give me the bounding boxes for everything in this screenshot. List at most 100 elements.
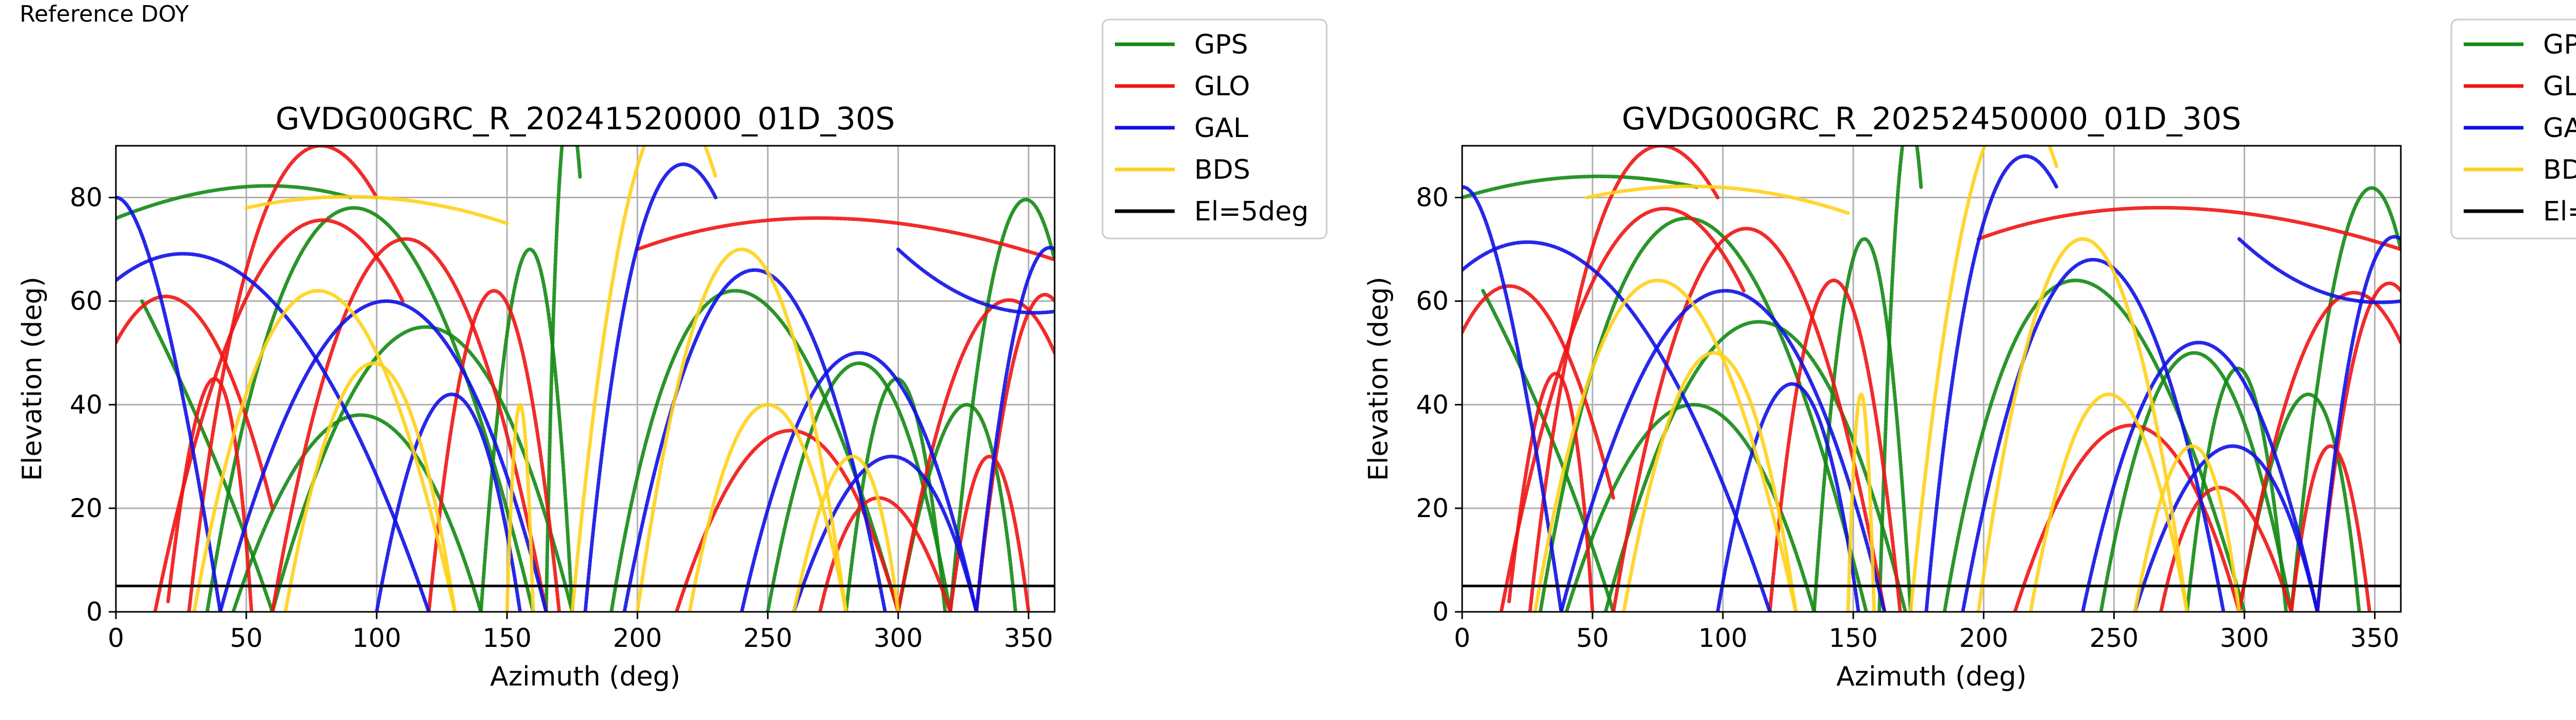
satellite-track-bds: [283, 361, 457, 612]
x-tick-label: 150: [1828, 623, 1877, 653]
satellite-track-gps: [544, 146, 582, 612]
y-tick-label: 40: [70, 390, 103, 420]
y-axis-label: Elevation (deg): [17, 277, 48, 481]
x-tick-label: 350: [1004, 623, 1053, 653]
satellite-track-gal: [2081, 340, 2319, 612]
x-axis-label: Azimuth (deg): [1836, 661, 2026, 692]
series-bds: [1533, 146, 2241, 612]
y-tick-label: 60: [1416, 286, 1449, 316]
satellite-track-glo: [896, 298, 1055, 612]
axes-frame: [1461, 145, 2402, 613]
series-glo: [1462, 146, 2401, 612]
satellite-track-glo: [974, 293, 1055, 612]
x-tick-label: 0: [1454, 623, 1470, 653]
x-tick-label: 200: [1959, 623, 2008, 653]
chart-right: 0 50 100 150 200 250 300 350 0 20 40 60 80 GVDG00GRC_…: [1363, 19, 2576, 692]
x-tick-label: 300: [874, 623, 923, 653]
satellite-track-gps: [1877, 146, 1923, 612]
satellite-track-bds: [244, 195, 509, 226]
y-tick-label: 20: [70, 493, 103, 523]
legend: GPS GLO GAL BDS El=5deg: [1101, 19, 1328, 239]
chart-left: 0 50 100 150 200 250 300 350 0 20 40 60 80 GVDG00GRC_…: [17, 19, 1328, 692]
y-tick-label: 80: [1416, 183, 1449, 213]
plot-area: [1462, 146, 2401, 612]
satellite-track-gal: [1559, 289, 1887, 612]
satellite-track-glo: [2237, 290, 2401, 612]
satellite-track-bds: [1909, 146, 2059, 612]
satellite-track-gal: [2315, 235, 2401, 612]
chart-title: GVDG00GRC_R_20252450000_01D_30S: [1622, 101, 2241, 137]
satellite-track-glo: [427, 289, 561, 612]
satellite-track-bds: [2028, 392, 2189, 612]
y-tick-label: 20: [1416, 493, 1449, 523]
legend-label: BDS: [2543, 155, 2576, 185]
satellite-track-gal: [1462, 185, 1563, 612]
satellite-track-gal: [792, 455, 978, 612]
satellite-track-gps: [1812, 237, 1913, 612]
x-tick-label: 150: [482, 623, 531, 653]
y-tick-label: 80: [70, 183, 103, 213]
legend: GPS GLO GAL BDS El=5deg: [2450, 19, 2576, 239]
satellite-track-bds: [2133, 444, 2241, 612]
satellite-track-bds: [505, 403, 535, 612]
satellite-track-bds: [687, 403, 848, 612]
satellite-track-gal: [116, 252, 431, 612]
satellite-track-glo: [1612, 227, 1887, 612]
satellite-track-glo: [2289, 444, 2371, 612]
satellite-track-bds: [792, 454, 900, 612]
legend-label: GAL: [2543, 113, 2576, 144]
reference-doy-label: Reference DOY: [20, 1, 189, 27]
satellite-track-gps: [948, 198, 1055, 612]
satellite-track-gal: [218, 299, 548, 612]
satellite-track-gps: [205, 206, 535, 612]
satellite-track-gal: [1716, 382, 1860, 612]
legend-label: El=5deg: [2543, 196, 2576, 227]
satellite-track-gps: [2185, 367, 2288, 612]
satellite-track-glo: [166, 377, 253, 612]
satellite-track-gps: [2289, 186, 2401, 612]
satellite-track-glo: [187, 146, 379, 612]
x-tick-label: 50: [230, 623, 263, 653]
satellite-track-gal: [116, 196, 222, 612]
satellite-track-bds: [1976, 237, 2189, 612]
x-tick-label: 100: [1698, 623, 1747, 653]
satellite-track-gal: [1961, 258, 2226, 612]
legend-box: [1101, 19, 1328, 239]
legend-label: El=5deg: [1194, 196, 1309, 227]
satellite-track-bds: [1533, 278, 1798, 612]
satellite-track-gal: [1924, 154, 2059, 612]
legend-label: BDS: [1194, 155, 1250, 185]
y-axis-label: Elevation (deg): [1363, 277, 1394, 481]
satellite-track-gal: [974, 246, 1055, 612]
chart-title: GVDG00GRC_R_20241520000_01D_30S: [276, 101, 895, 137]
satellite-track-gps: [140, 299, 275, 612]
satellite-track-gps: [2099, 351, 2293, 612]
plot-area: [116, 146, 1055, 612]
satellite-track-gps: [116, 184, 352, 220]
satellite-track-bds: [1622, 351, 1798, 612]
legend-label: GLO: [1194, 71, 1250, 102]
satellite-track-bds: [192, 289, 457, 612]
x-tick-label: 100: [352, 623, 401, 653]
series-gps: [1462, 146, 2401, 612]
y-tick-label: 40: [1416, 390, 1449, 420]
satellite-track-gal: [1462, 240, 1772, 612]
legend-label: GLO: [2543, 71, 2576, 102]
satellite-track-gps: [896, 403, 1018, 612]
satellite-track-gal: [2237, 237, 2401, 304]
series-bds: [192, 146, 900, 612]
x-tick-label: 200: [613, 623, 662, 653]
satellite-track-gps: [1481, 289, 1616, 612]
satellite-track-gal: [583, 162, 718, 612]
x-tick-label: 0: [108, 623, 124, 653]
satellite-track-glo: [1768, 279, 1902, 612]
x-tick-label: 350: [2350, 623, 2399, 653]
satellite-track-gps: [609, 289, 900, 612]
axes-frame: [115, 145, 1056, 613]
satellite-track-glo: [1976, 205, 2401, 251]
y-tick-label: 0: [86, 597, 103, 627]
legend-label: GAL: [1194, 113, 1248, 144]
x-axis-label: Azimuth (deg): [490, 661, 680, 692]
x-tick-label: 250: [743, 623, 792, 653]
y-tick-label: 60: [70, 286, 103, 316]
